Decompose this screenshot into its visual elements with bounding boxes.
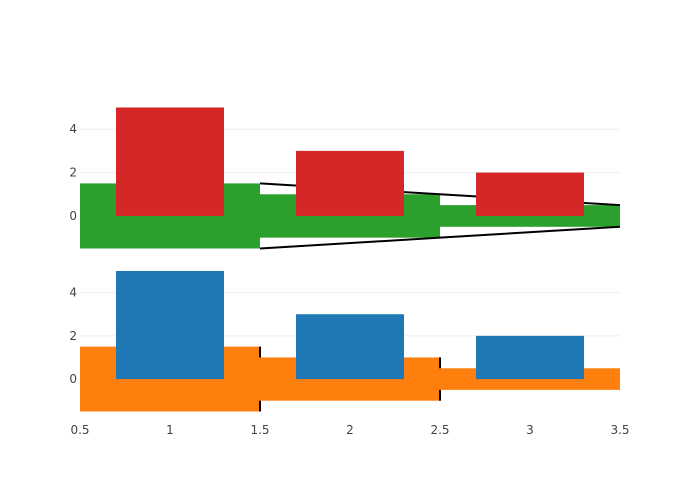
top-lower-outline xyxy=(259,225,621,250)
top-ytick-label-1: 2 xyxy=(69,166,77,180)
bottom-bar-1 xyxy=(296,314,404,380)
x-tick-label-4: 2.5 xyxy=(430,423,449,437)
bottom-bar-2 xyxy=(476,335,584,380)
x-tick-label-1: 1 xyxy=(166,423,174,437)
bottom-ytick-label-0: 0 xyxy=(69,372,77,386)
bottom-ytick-label-1: 2 xyxy=(69,329,77,343)
top-bar-0 xyxy=(116,107,224,216)
bottom-panel: 0 2 4 xyxy=(69,271,620,412)
top-bar-1 xyxy=(296,150,404,216)
top-ytick-label-0: 0 xyxy=(69,209,77,223)
x-tick-label-2: 1.5 xyxy=(250,423,269,437)
x-tick-label-5: 3 xyxy=(526,423,534,437)
top-bar-2 xyxy=(476,172,584,216)
x-axis: 0.5 1 1.5 2 2.5 3 3.5 xyxy=(70,423,629,437)
top-panel: 0 2 4 xyxy=(69,107,621,250)
x-tick-label-6: 3.5 xyxy=(610,423,629,437)
top-ytick-label-2: 4 xyxy=(69,122,77,136)
x-tick-label-0: 0.5 xyxy=(70,423,89,437)
bottom-ytick-label-2: 4 xyxy=(69,286,77,300)
x-tick-label-3: 2 xyxy=(346,423,354,437)
bottom-bar-0 xyxy=(116,271,224,380)
